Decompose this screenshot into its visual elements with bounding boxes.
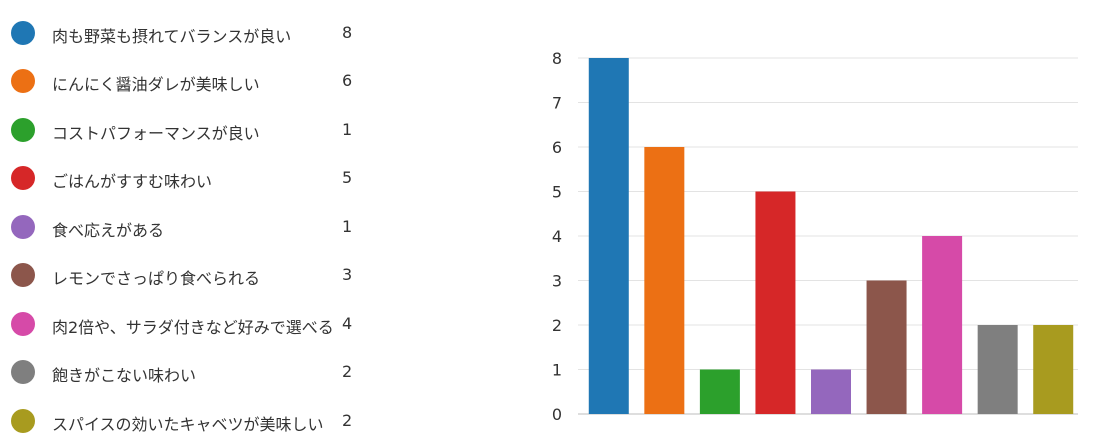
- legend-count: 4: [342, 314, 353, 333]
- legend-color-dot: [11, 21, 35, 45]
- bar-chart: 0 1 2 3 4 5 6 7 8: [552, 49, 1078, 424]
- legend-label: 肉2倍や、サラダ付きなど好みで選べる: [52, 318, 334, 337]
- legend-count: 3: [342, 265, 353, 284]
- bar[interactable]: [977, 325, 1018, 414]
- y-tick-label: 2: [552, 316, 562, 335]
- legend-color-dot: [11, 409, 35, 433]
- legend-item[interactable]: 肉も野菜も摂れてバランスが良い 8: [0, 18, 380, 48]
- legend: 肉も野菜も摂れてバランスが良い 8 にんにく醤油ダレが美味しい 6 コストパフォ…: [0, 0, 380, 448]
- legend-item[interactable]: コストパフォーマンスが良い 1: [0, 115, 380, 145]
- legend-item[interactable]: にんにく醤油ダレが美味しい 6: [0, 66, 380, 96]
- bar[interactable]: [1033, 325, 1074, 414]
- legend-label: レモンでさっぱり食べられる: [52, 269, 261, 288]
- legend-count: 1: [342, 120, 353, 139]
- legend-item[interactable]: スパイスの効いたキャベツが美味しい 2: [0, 406, 380, 436]
- legend-count: 2: [342, 362, 353, 381]
- legend-label: にんにく醤油ダレが美味しい: [52, 75, 260, 94]
- legend-color-dot: [11, 263, 35, 287]
- bar[interactable]: [755, 191, 796, 415]
- y-tick-label: 7: [552, 94, 562, 113]
- bar[interactable]: [811, 369, 851, 415]
- legend-count: 5: [342, 168, 353, 187]
- legend-item[interactable]: ごはんがすすむ味わい 5: [0, 163, 380, 193]
- legend-color-dot: [11, 312, 35, 336]
- legend-label: スパイスの効いたキャベツが美味しい: [52, 415, 324, 434]
- bar[interactable]: [699, 369, 740, 415]
- legend-count: 1: [342, 217, 353, 236]
- legend-label: 食べ応えがある: [52, 221, 165, 240]
- bar[interactable]: [922, 236, 963, 414]
- legend-item[interactable]: 飽きがこない味わい 2: [0, 357, 380, 387]
- legend-color-dot: [11, 360, 35, 384]
- legend-count: 6: [342, 71, 353, 90]
- legend-label: コストパフォーマンスが良い: [52, 124, 260, 143]
- legend-count: 2: [342, 411, 353, 430]
- bar[interactable]: [588, 58, 629, 414]
- legend-color-dot: [11, 166, 35, 190]
- legend-item[interactable]: 食べ応えがある 1: [0, 212, 380, 242]
- y-tick-label: 6: [552, 138, 562, 157]
- legend-label: 肉も野菜も摂れてバランスが良い: [52, 27, 292, 46]
- legend-color-dot: [11, 69, 35, 93]
- y-tick-label: 3: [552, 272, 562, 291]
- y-tick-label: 8: [552, 49, 562, 68]
- legend-color-dot: [11, 215, 35, 239]
- legend-item[interactable]: レモンでさっぱり食べられる 3: [0, 260, 380, 290]
- legend-label: ごはんがすすむ味わい: [52, 172, 213, 191]
- y-tick-label: 5: [552, 183, 562, 202]
- legend-item[interactable]: 肉2倍や、サラダ付きなど好みで選べる 4: [0, 309, 380, 339]
- legend-color-dot: [11, 118, 35, 142]
- legend-label: 飽きがこない味わい: [52, 366, 197, 385]
- bar[interactable]: [866, 280, 907, 415]
- legend-count: 8: [342, 23, 353, 42]
- y-tick-label: 0: [552, 405, 562, 424]
- y-tick-label: 4: [552, 227, 562, 246]
- y-tick-label: 1: [552, 361, 562, 380]
- bar[interactable]: [644, 147, 685, 414]
